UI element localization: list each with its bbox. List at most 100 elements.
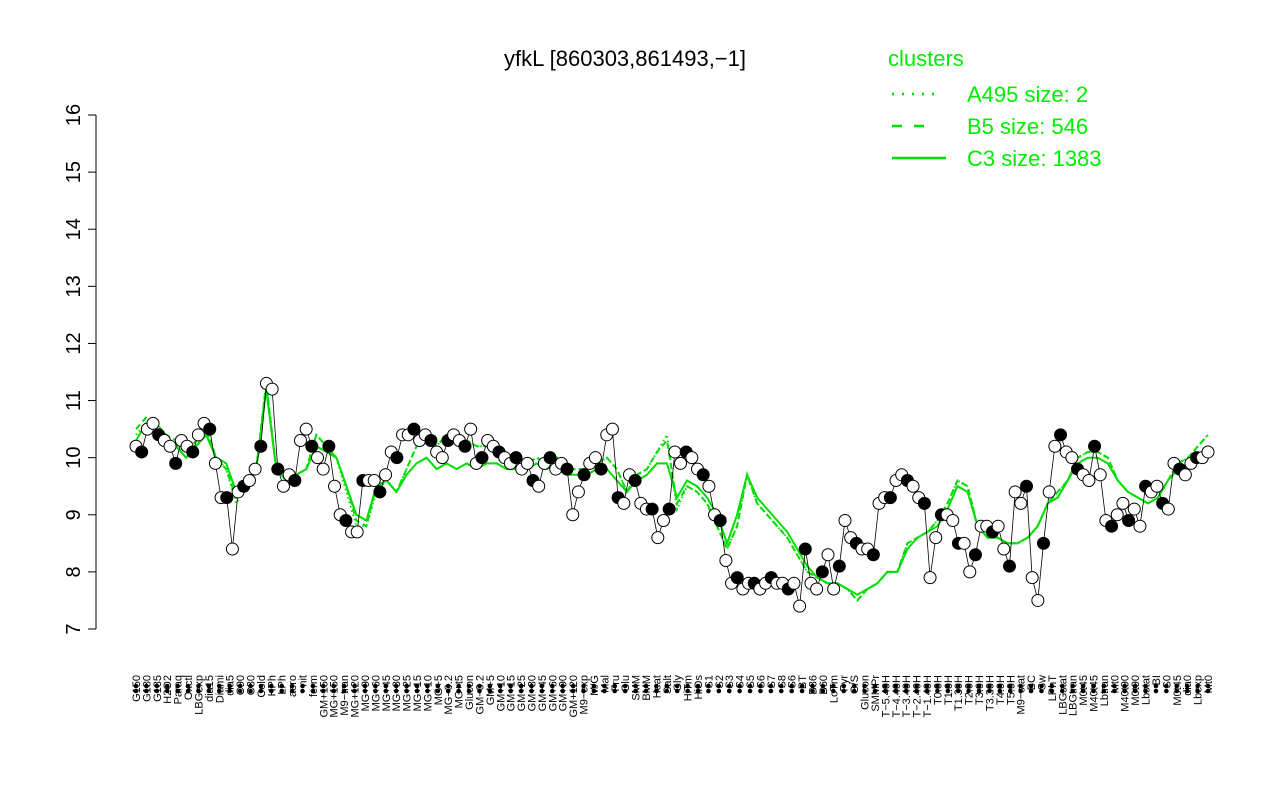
x-tick-dot <box>435 688 441 694</box>
x-tick-dot <box>1132 683 1138 689</box>
x-tick-label: HiTm <box>683 675 695 701</box>
point-connector <box>872 503 880 555</box>
x-tick-dot <box>778 683 784 689</box>
x-tick-dot <box>1028 688 1034 694</box>
data-point <box>1178 468 1192 482</box>
x-tick-label: M40t90 <box>1120 675 1132 712</box>
data-point <box>322 439 336 453</box>
data-point <box>645 502 659 516</box>
data-point <box>1088 439 1102 453</box>
x-tick-label: T3.0H <box>974 675 986 705</box>
x-tick-dot <box>529 688 534 694</box>
point-connector <box>260 383 267 447</box>
x-tick-dot <box>550 683 555 689</box>
x-tick-dot <box>768 683 774 689</box>
x-tick-label: Glucon <box>860 675 872 710</box>
data-point <box>651 531 665 545</box>
data-point <box>787 576 801 590</box>
x-tick-dot <box>175 688 180 694</box>
data-point <box>220 491 234 505</box>
x-tick-label: M0t45 <box>1172 675 1184 706</box>
x-tick-dot <box>1164 688 1169 694</box>
x-tick-dot <box>935 688 940 694</box>
x-tick-dot <box>1195 683 1200 689</box>
x-tick-dot <box>258 683 264 689</box>
x-tick-dot <box>227 683 232 689</box>
x-tick-label: LBGstat <box>1057 675 1069 715</box>
y-tick-label: 10 <box>63 447 85 469</box>
x-tick-label: M40t45 <box>1089 675 1101 712</box>
x-tick-dot <box>883 688 888 694</box>
x-tick-dot <box>674 688 680 694</box>
x-tick-dot <box>373 683 378 689</box>
x-tick-label: GM+45 <box>537 675 549 711</box>
data-point <box>1048 439 1062 453</box>
x-tick-dot <box>508 683 513 689</box>
x-tick-label: MG+5 <box>433 675 445 705</box>
x-tick-dot <box>1205 688 1211 694</box>
x-tick-label: M0t90 <box>1130 675 1142 706</box>
x-tick-dot <box>914 688 919 694</box>
data-point <box>1093 468 1107 482</box>
x-tick-dot <box>1174 688 1180 694</box>
x-tick-dot <box>685 683 690 689</box>
data-point <box>407 422 421 436</box>
x-tick-label: BT <box>797 675 809 689</box>
x-tick-dot <box>643 683 649 689</box>
data-point <box>866 548 880 562</box>
point-connector <box>566 469 574 515</box>
data-point <box>668 445 682 459</box>
x-tick-dot <box>1184 683 1190 689</box>
data-point <box>662 502 676 516</box>
point-connector <box>612 429 619 498</box>
x-tick-dot <box>206 688 212 694</box>
data-point <box>696 468 710 482</box>
data-point <box>208 456 222 470</box>
x-tick-dot <box>810 683 815 689</box>
x-tick-dot <box>185 688 191 694</box>
x-tick-dot <box>737 688 742 694</box>
x-tick-dot <box>674 683 680 689</box>
x-tick-dot <box>1184 688 1190 694</box>
x-tick-dot <box>1049 688 1055 694</box>
x-tick-dot <box>1143 688 1148 694</box>
x-tick-dot <box>1070 688 1075 694</box>
x-tick-dot <box>955 683 961 689</box>
x-tick-dot <box>976 688 982 694</box>
data-point <box>242 474 256 488</box>
x-tick-label: T−3.40H <box>901 675 913 718</box>
x-tick-dot <box>269 688 274 694</box>
x-tick-dot <box>893 683 899 689</box>
x-tick-dot <box>1112 688 1117 694</box>
x-tick-dot <box>622 683 628 689</box>
x-tick-label: C30 <box>245 675 257 695</box>
x-tick-dot <box>310 688 316 694</box>
x-tick-label: T5.0H <box>1005 675 1017 705</box>
x-tick-label: MG+30 <box>391 675 403 711</box>
x-tick-dot <box>1070 683 1075 689</box>
data-point <box>146 416 160 430</box>
data-point <box>883 491 897 505</box>
point-connector <box>1099 474 1107 521</box>
data-point <box>1116 496 1130 510</box>
data-point <box>1133 519 1147 533</box>
x-tick-label: Paraq <box>173 675 185 704</box>
x-tick-dot <box>602 688 607 694</box>
x-tick-dot <box>216 688 222 694</box>
x-tick-label: S6 <box>787 675 799 688</box>
data-point <box>1150 479 1164 493</box>
x-tick-label: MG+90 <box>360 675 372 711</box>
point-connector <box>1043 491 1050 544</box>
data-point <box>991 519 1005 533</box>
data-point <box>1031 593 1045 607</box>
x-tick-dot <box>456 688 461 694</box>
data-point <box>186 445 200 459</box>
x-tick-dot <box>362 683 368 689</box>
x-tick-dot <box>425 683 430 689</box>
data-point <box>135 445 149 459</box>
x-tick-label: MG+45 <box>381 675 393 711</box>
data-point <box>810 582 824 596</box>
data-point <box>1161 502 1175 516</box>
x-tick-dot <box>737 683 742 689</box>
x-tick-label: S3 <box>724 675 736 688</box>
